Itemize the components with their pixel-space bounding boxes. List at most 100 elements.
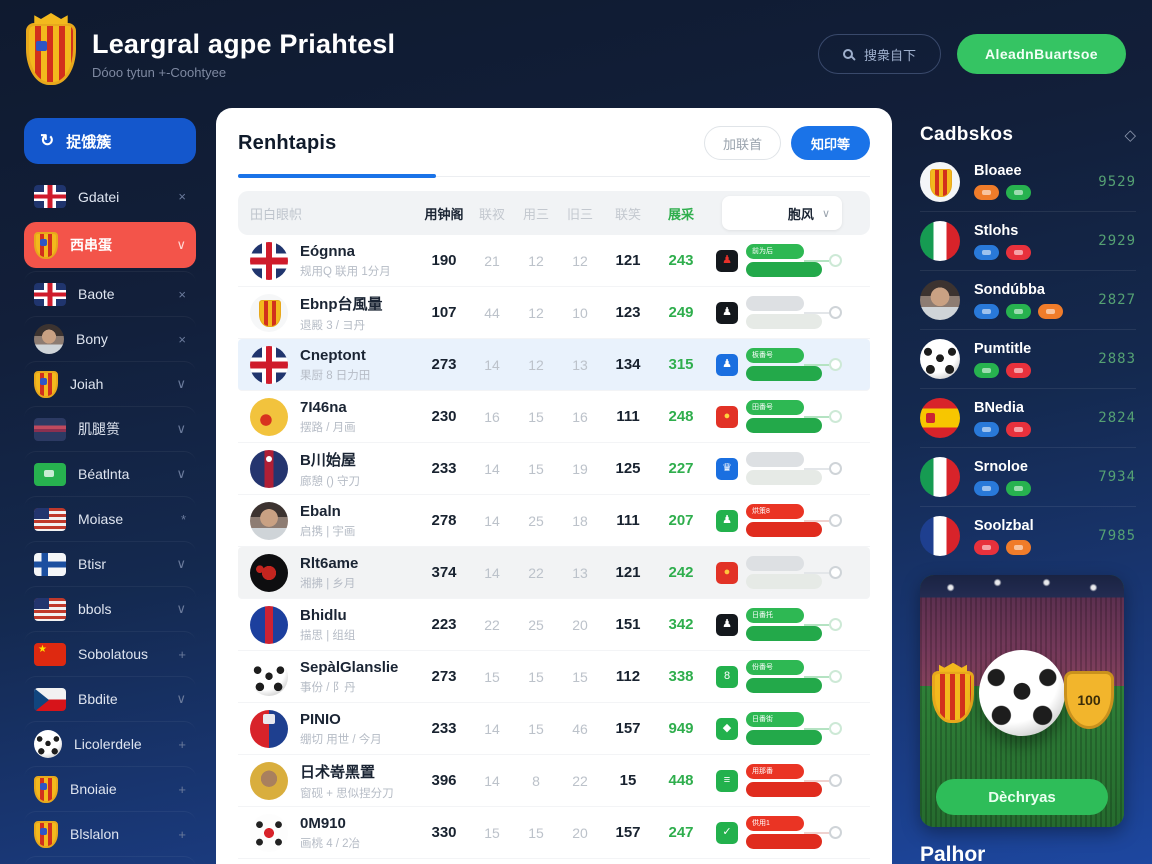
table-row[interactable]: Ebnp台風量 退殿 3 / ヨ丹 107 44 12 10 123 249 ♟ [238,287,870,339]
badge-glyph-icon: ≡ [723,774,731,786]
badge-glyph-icon: ♟ [722,618,732,630]
table-row[interactable]: PINIO 绷切 用世 / 今月 233 14 15 46 157 949 ◆ … [238,703,870,755]
sidebar-item[interactable]: Béatlnta ∨ [24,451,196,496]
standings-item[interactable]: Pumtitle 2883 [920,329,1136,388]
sidebar-item-action-icon[interactable]: + [178,781,186,797]
row-avatar-icon [250,345,288,384]
standings-item[interactable]: Soolzbal 7985 [920,506,1136,565]
standings-item-name: Bloaee [974,163,1022,179]
column-header-6[interactable]: 展采 [667,206,694,222]
sidebar-item[interactable]: Licolerdele + [24,721,196,766]
table-row[interactable]: 日术嵜黑置 窗砚 + 思似捏分刀 396 14 8 22 15 448 ≡ 用那… [238,755,870,807]
sidebar-items: Gdatei × 西串蛋 ∨ Baote × Bony × Joiah ∨ 肌腿… [24,174,196,864]
tab-active[interactable]: Renhtapis [238,131,337,154]
sidebar-item[interactable]: Btisr ∨ [24,541,196,586]
sidebar-item[interactable]: Gdatei × [24,174,196,219]
sidebar-item-action-icon[interactable]: + [178,826,186,842]
sidebar-item-action-icon[interactable]: × [178,189,186,204]
standings-item[interactable]: Stlohs 2929 [920,211,1136,270]
standings-item[interactable]: Srnoloe 7934 [920,447,1136,506]
sidebar-item-action-icon[interactable]: ∨ [176,237,186,252]
sidebar-item[interactable]: BenkGalen ∨ [24,856,196,864]
table-row[interactable]: Cneptont 果厨 8 日力田 273 14 12 13 134 315 ♟… [238,339,870,391]
sidebar-item[interactable]: Bbdite ∨ [24,676,196,721]
progress-handle[interactable] [829,513,842,527]
column-header-3[interactable]: 用三 [522,206,549,222]
progress-handle[interactable] [829,461,842,475]
progress-handle[interactable] [829,305,842,319]
progress-handle[interactable] [829,721,842,735]
sidebar-item-action-icon[interactable]: ∨ [176,421,186,436]
row-subtitle: 描思 | 组组 [300,629,356,642]
sidebar-item-action-icon[interactable]: + [178,736,186,752]
progress-handle[interactable] [829,773,842,787]
promo-cta-button[interactable]: Dèchryas [936,779,1108,815]
promo-card[interactable]: 100 Dèchryas [920,575,1124,827]
progress-widget: 日番托 [746,605,842,645]
stat-5: 125 [615,460,641,477]
standings-item[interactable]: Bloaee 9529 [920,152,1136,211]
status-badge: 8 [716,665,738,688]
table-row[interactable]: Rlt6ame 湘拂 | 乡月 374 14 22 13 121 242 ● [238,547,870,599]
column-header-1[interactable]: 用钟阁 [424,206,464,222]
sidebar-item-action-icon[interactable]: + [178,646,186,662]
sidebar-item[interactable]: bbols ∨ [24,586,196,631]
progress-bar-top [746,555,804,571]
sidebar-item-action-icon[interactable]: * [180,511,186,527]
table-row[interactable]: SepàlGlanslie 事份 / 阝丹 273 15 15 15 112 3… [238,651,870,703]
table-row[interactable]: 0M910 画桃 4 / 2冶 330 15 15 20 157 247 ✓ 供… [238,807,870,859]
sidebar-item-action-icon[interactable]: ∨ [176,556,186,571]
sidebar-item[interactable]: 西串蛋 ∨ [24,222,196,268]
secondary-action-button[interactable]: 加联首 [703,126,781,160]
column-header-4[interactable]: 旧三 [566,206,593,222]
search-button[interactable]: 搜衆自下 [818,34,942,74]
column-header-2[interactable]: 联衩 [478,206,505,222]
sidebar-item[interactable]: Baote × [24,271,196,316]
sort-dropdown[interactable]: 胞风 ∨ [722,196,842,230]
sidebar-item-action-icon[interactable]: × [178,331,186,347]
stat-6: 247 [668,824,694,841]
sidebar-active-filter-button[interactable]: ↻ 捉饿簇 [24,118,196,164]
standings-item[interactable]: BNedia 2824 [920,388,1136,447]
progress-bar-bottom [746,521,822,537]
sidebar-item-action-icon[interactable]: ∨ [176,466,186,481]
sidebar-item[interactable]: Joiah ∨ [24,361,196,406]
stat-pill-icon [1006,362,1031,378]
primary-action-button[interactable]: 知印等 [790,126,870,160]
progress-handle[interactable] [829,669,842,683]
sidebar-item[interactable]: Bnoiaie + [24,766,196,811]
progress-handle[interactable] [829,409,842,423]
league-flag-icon [34,370,58,398]
standings-item-pills [974,185,1086,200]
sidebar-item-action-icon[interactable]: ∨ [176,691,186,706]
table-row[interactable]: Ebaln 启携 | 宇画 278 14 25 18 111 207 ♟ 烘策8 [238,495,870,547]
sidebar-item-action-icon[interactable]: ∨ [176,376,186,391]
stat-4: 13 [572,356,588,373]
stat-5: 157 [615,824,641,841]
sidebar-item[interactable]: Blslalon + [24,811,196,856]
table-row[interactable]: B川始屋 廊憩 () 守刀 233 14 15 19 125 227 ♛ [238,443,870,495]
sidebar-item[interactable]: 肌腿篑 ∨ [24,406,196,451]
progress-handle[interactable] [829,565,842,579]
diamond-icon[interactable]: ◇ [1124,127,1136,144]
sidebar-item-action-icon[interactable]: ∨ [176,601,186,616]
standings-item[interactable]: Sondúbba 2827 [920,270,1136,329]
sidebar-item[interactable]: Sobolatous + [24,631,196,676]
sort-dropdown-value: 胞风 [787,206,814,222]
column-header-5[interactable]: 联笑 [614,206,641,222]
app-logo-crest-icon [26,23,76,85]
sidebar-item[interactable]: Bony × [24,316,196,361]
sidebar-item-action-icon[interactable]: × [178,286,186,302]
table-row[interactable]: 7I46na 摆路 / 月画 230 16 15 16 111 248 ● 田番… [238,391,870,443]
progress-handle[interactable] [829,617,842,631]
table-row[interactable]: Eógnna 规用Q 联用 1分月 190 21 12 12 121 243 ♟… [238,235,870,287]
primary-cta-button[interactable]: AleadnBuartsoe [957,34,1126,74]
progress-handle[interactable] [829,825,842,839]
progress-handle[interactable] [829,253,842,267]
standings-item-main: Bloaee [974,163,1086,200]
progress-handle[interactable] [829,357,842,371]
sidebar-item[interactable]: Moiase * [24,496,196,541]
table-row[interactable]: Blahlút [238,859,870,864]
table-row[interactable]: Bhidlu 描思 | 组组 223 22 25 20 151 342 ♟ 日番… [238,599,870,651]
standings-item-main: Soolzbal [974,518,1086,555]
